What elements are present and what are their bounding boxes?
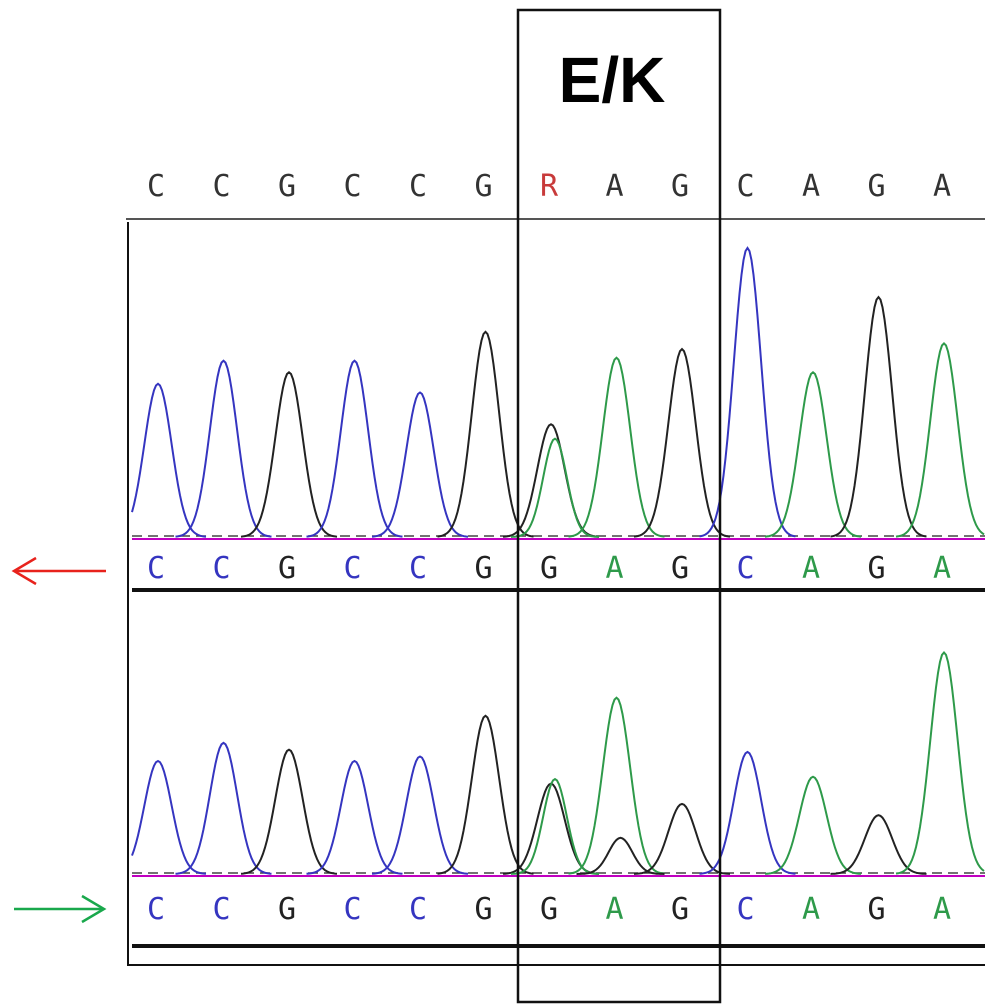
trace-peak-A xyxy=(568,356,665,538)
consensus-base: A xyxy=(802,169,820,204)
base-call: C xyxy=(736,892,754,927)
consensus-base: C xyxy=(343,169,361,204)
trace-peak-A xyxy=(895,650,985,875)
secondary-peak-A xyxy=(510,437,600,538)
consensus-base: G xyxy=(474,169,492,204)
base-call: C xyxy=(736,551,754,586)
base-call: A xyxy=(605,551,623,586)
trace-peak-C xyxy=(306,759,403,875)
trace-peak-G xyxy=(633,802,731,875)
trace-peak-C xyxy=(175,741,272,875)
consensus-base: R xyxy=(540,169,559,204)
base-call: G xyxy=(867,551,885,586)
consensus-base: C xyxy=(212,169,230,204)
trace-peak-C xyxy=(131,382,207,538)
trace-peak-C xyxy=(306,359,403,538)
trace-peak-C xyxy=(175,359,272,538)
consensus-base: C xyxy=(409,169,427,204)
base-call: C xyxy=(212,892,230,927)
secondary-peak-G xyxy=(576,836,665,875)
trace-peak-A xyxy=(764,370,862,538)
base-call: G xyxy=(671,551,689,586)
base-call: G xyxy=(540,551,558,586)
base-call: A xyxy=(802,551,820,586)
consensus-base: A xyxy=(933,169,951,204)
trace-peak-G xyxy=(830,814,927,875)
consensus-base: G xyxy=(867,169,885,204)
base-call: C xyxy=(147,892,165,927)
base-call: G xyxy=(671,892,689,927)
base-call: G xyxy=(278,892,296,927)
consensus-base: C xyxy=(736,169,754,204)
trace-peak-G xyxy=(240,370,338,538)
trace-peak-C xyxy=(699,750,796,875)
base-call: C xyxy=(409,892,427,927)
base-call: A xyxy=(802,892,820,927)
secondary-peak-A xyxy=(510,777,600,875)
codon-label: E/K xyxy=(559,44,666,116)
base-call: A xyxy=(933,892,951,927)
base-call: C xyxy=(212,551,230,586)
trace-peak-G xyxy=(240,748,338,875)
trace-peak-C xyxy=(371,391,469,538)
base-call: C xyxy=(147,551,165,586)
base-call: G xyxy=(867,892,885,927)
consensus-base: A xyxy=(605,169,623,204)
consensus-base: C xyxy=(147,169,165,204)
codon-highlight-box xyxy=(516,8,722,1004)
base-call: G xyxy=(540,892,558,927)
base-call: G xyxy=(474,892,492,927)
left-arrow-icon xyxy=(11,556,106,586)
base-call: A xyxy=(933,551,951,586)
trace-peak-C xyxy=(371,755,469,875)
base-call: C xyxy=(409,551,427,586)
trace-peak-A xyxy=(764,775,862,875)
consensus-base: G xyxy=(278,169,296,204)
consensus-base: G xyxy=(671,169,689,204)
trace-peak-A xyxy=(568,696,665,875)
trace-peak-G xyxy=(633,347,731,538)
base-call: C xyxy=(343,892,361,927)
base-call: C xyxy=(343,551,361,586)
trace-peak-C xyxy=(699,246,796,538)
trace-peak-A xyxy=(895,341,985,538)
trace-peak-C xyxy=(131,759,207,875)
trace-peak-G xyxy=(830,295,927,538)
base-call: G xyxy=(474,551,492,586)
right-arrow-icon xyxy=(14,894,107,924)
base-call: G xyxy=(278,551,296,586)
base-call: A xyxy=(605,892,623,927)
